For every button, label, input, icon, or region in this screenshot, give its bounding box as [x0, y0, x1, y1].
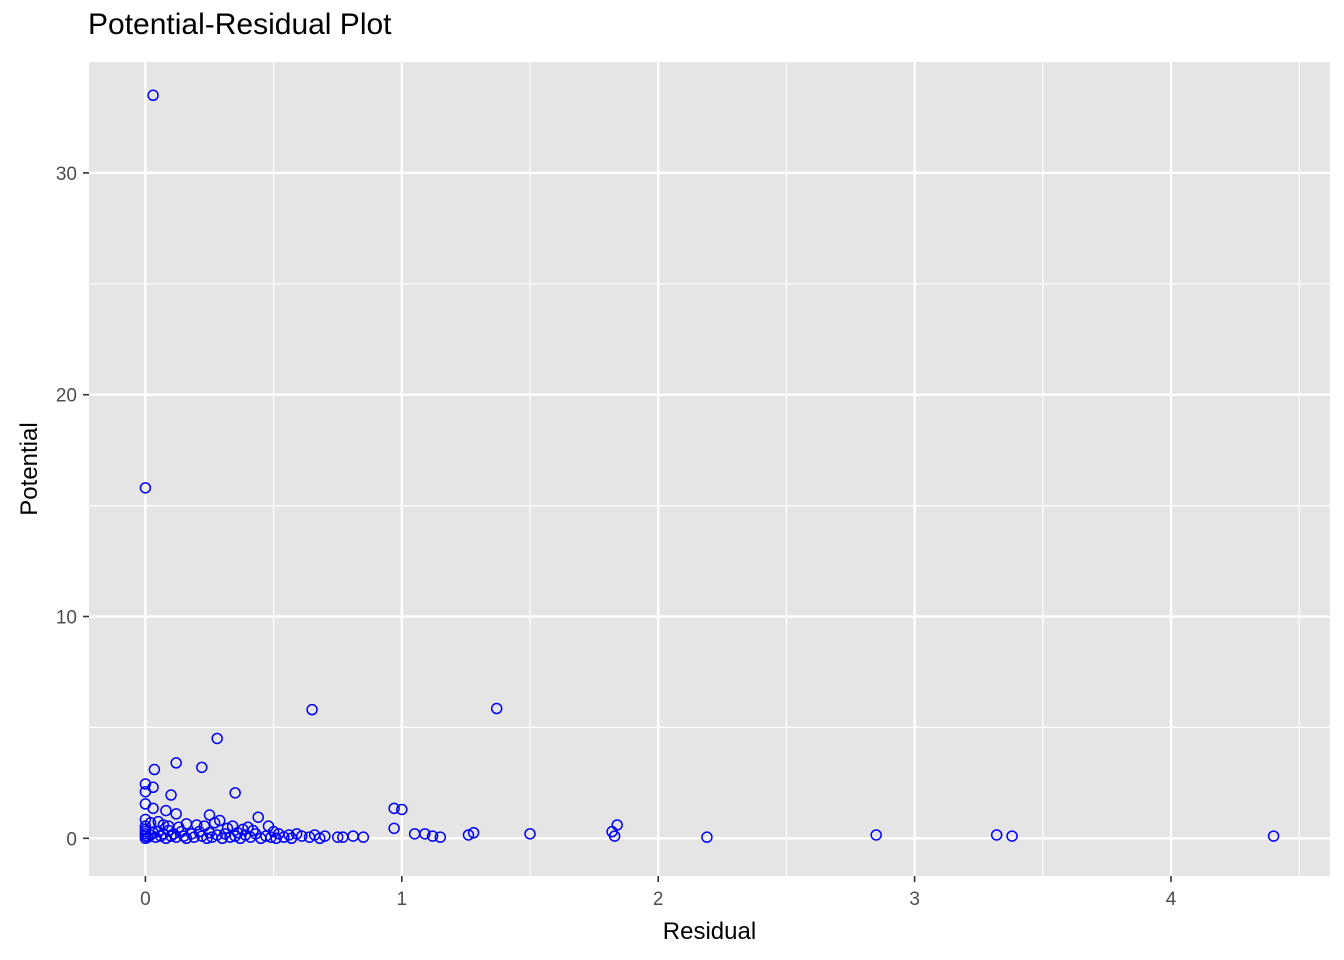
x-tick-label: 3 — [909, 889, 920, 910]
data-point — [1006, 830, 1018, 842]
data-point — [147, 802, 159, 815]
data-point — [139, 820, 152, 832]
data-point — [462, 829, 475, 841]
data-point — [214, 814, 226, 827]
data-point — [608, 830, 621, 842]
data-point — [265, 831, 277, 843]
data-point — [524, 828, 536, 840]
y-tick-label: 0 — [66, 829, 77, 850]
data-point — [278, 831, 290, 843]
data-point — [870, 829, 882, 841]
x-tick-label: 4 — [1166, 889, 1177, 910]
minor-gridlines — [89, 62, 1330, 876]
x-axis-title: Residual — [663, 918, 756, 945]
data-point — [331, 831, 344, 843]
data-point — [490, 702, 503, 715]
chart-title: Potential-Residual Plot — [88, 8, 392, 41]
data-point — [196, 761, 208, 774]
data-point — [229, 787, 241, 799]
y-tick-label: 20 — [56, 386, 77, 407]
data-point — [388, 822, 400, 835]
major-gridlines — [89, 62, 1330, 876]
data-point — [160, 804, 172, 817]
data-point — [139, 482, 152, 494]
x-axis: 0 1 2 3 4 — [140, 876, 1177, 910]
data-point — [285, 832, 298, 845]
data-point — [388, 802, 400, 815]
y-tick-label: 30 — [56, 164, 77, 185]
data-point — [283, 829, 295, 841]
y-tick-label: 10 — [56, 607, 77, 628]
data-point — [252, 811, 264, 823]
data-point — [201, 832, 213, 845]
data-point — [190, 819, 203, 831]
data-point — [170, 808, 182, 820]
data-point — [170, 757, 182, 769]
data-point — [467, 826, 480, 839]
data-point — [148, 763, 161, 776]
data-point — [314, 832, 326, 845]
data-point — [147, 89, 159, 102]
data-points — [139, 89, 1280, 845]
plot-panel — [89, 62, 1330, 876]
data-point — [319, 830, 331, 842]
data-point — [1267, 830, 1280, 842]
data-point — [426, 830, 439, 842]
data-point — [203, 809, 216, 821]
x-tick-label: 1 — [397, 889, 408, 910]
data-point — [270, 832, 282, 845]
data-point — [231, 826, 244, 839]
data-point — [165, 830, 177, 842]
data-point — [434, 831, 447, 843]
data-point — [211, 732, 223, 745]
x-tick-label: 2 — [653, 889, 664, 910]
y-axis: 0 10 20 30 — [56, 164, 89, 850]
data-point — [396, 803, 408, 816]
data-point — [165, 789, 177, 801]
data-point — [306, 703, 318, 716]
x-tick-label: 0 — [140, 889, 151, 910]
y-axis-title: Potential — [16, 422, 43, 515]
data-point — [701, 831, 713, 843]
data-point — [357, 831, 370, 843]
data-point — [139, 785, 152, 798]
data-point — [208, 817, 221, 829]
data-point — [990, 829, 1003, 841]
data-point — [419, 828, 431, 840]
